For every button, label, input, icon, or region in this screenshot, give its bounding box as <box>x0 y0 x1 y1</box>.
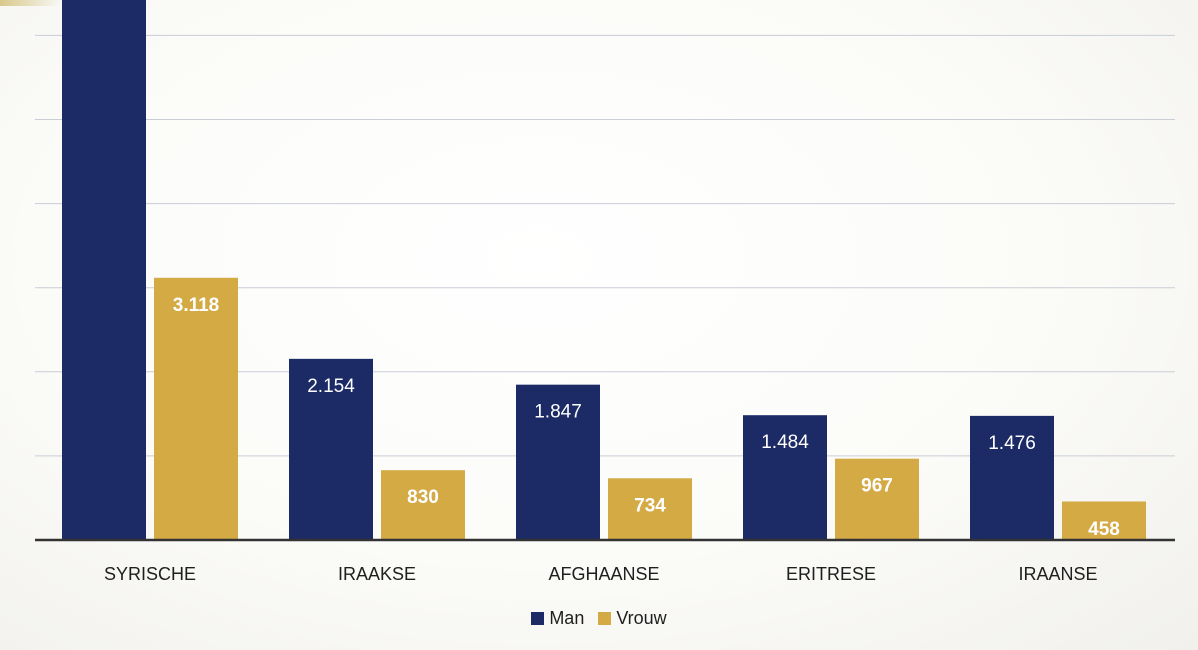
data-label-man-eritrese: 1.484 <box>761 432 809 453</box>
corner-decoration <box>0 0 60 6</box>
legend-label-man: Man <box>549 608 585 628</box>
data-label-man-afghaanse: 1.847 <box>534 402 582 423</box>
bar-man-syrische <box>62 0 146 541</box>
data-label-vrouw-eritrese: 967 <box>861 476 893 497</box>
bar-man-iraanse <box>970 415 1054 540</box>
data-label-vrouw-syrische: 3.118 <box>173 295 220 316</box>
bar-man-afghaanse <box>516 384 600 540</box>
legend: Man Vrouw <box>0 608 1198 629</box>
data-label-man-iraanse: 1.476 <box>988 433 1036 454</box>
data-label-vrouw-afghaanse: 734 <box>634 495 666 516</box>
legend-item-man: Man <box>531 608 584 629</box>
bar-vrouw-afghaanse <box>608 478 692 540</box>
data-label-vrouw-iraanse: 458 <box>1088 519 1120 540</box>
bar-vrouw-iraanse <box>1062 501 1146 540</box>
legend-swatch-vrouw <box>598 612 612 625</box>
bar-vrouw-syrische <box>154 277 238 540</box>
bar-man-eritrese <box>743 415 827 540</box>
legend-item-vrouw: Vrouw <box>598 608 667 629</box>
data-label-vrouw-iraakse: 830 <box>407 487 439 508</box>
category-label-syrische: SYRISCHE <box>104 564 196 584</box>
data-label-man-iraakse: 2.154 <box>307 376 355 397</box>
category-label-iraakse: IRAAKSE <box>338 564 416 584</box>
legend-label-vrouw: Vrouw <box>616 608 667 628</box>
bar-man-iraakse <box>289 358 373 540</box>
bar-vrouw-eritrese <box>835 458 919 540</box>
category-label-afghaanse: AFGHAANSE <box>548 564 659 584</box>
category-label-eritrese: ERITRESE <box>786 564 876 584</box>
category-label-iraanse: IRAANSE <box>1018 564 1097 584</box>
legend-swatch-man <box>531 612 545 625</box>
bar-vrouw-iraakse <box>381 470 465 540</box>
